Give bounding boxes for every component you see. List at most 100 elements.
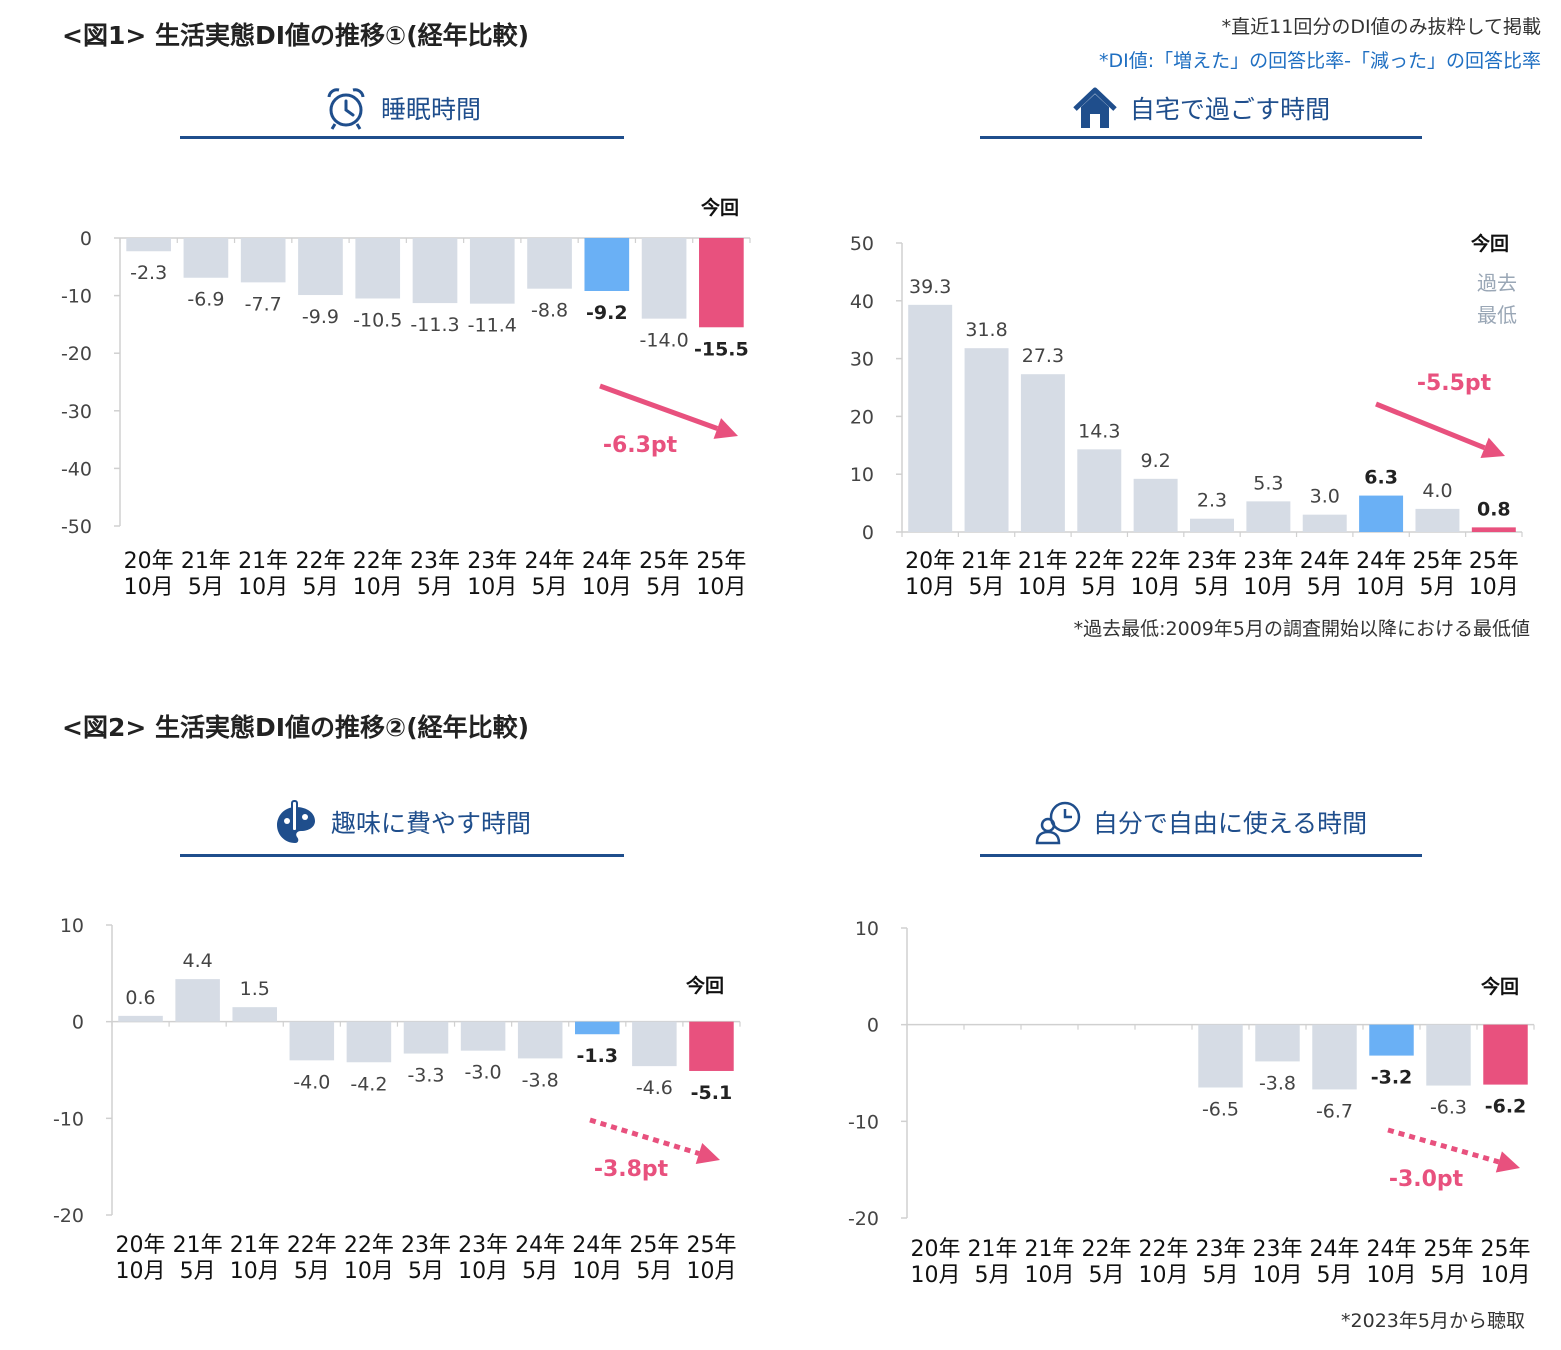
x-label-year: 22年 [1139,1237,1189,1262]
y-tick-label: -20 [61,343,92,365]
x-label-month: 10月 [686,1259,736,1284]
bar [1302,514,1347,532]
bar [1471,527,1516,532]
y-tick-label: 10 [60,915,84,937]
x-label-year: 21年 [1018,549,1068,574]
y-tick-label: 0 [80,228,92,250]
change-label: -3.8pt [594,1157,669,1182]
bar [240,238,286,283]
x-label-month: 10月 [1356,575,1406,600]
bar [1483,1024,1528,1085]
lowest-label: 最低 [1477,303,1517,327]
y-tick-label: 50 [850,233,874,255]
note-di-definition: *DI値:「増えた」の回答比率-「減った」の回答比率 [1099,50,1541,72]
y-tick-label: -10 [848,1111,879,1133]
x-label-year: 20年 [911,1237,961,1262]
bar [527,238,572,289]
change-label: -6.3pt [603,433,678,458]
figure1-title: <図1> 生活実態DI値の推移①(経年比較) [62,21,530,50]
x-label-month: 10月 [1025,1263,1075,1288]
house-icon [1072,85,1118,131]
bar [355,238,401,299]
bar [1369,1024,1414,1056]
person-clock-icon [1035,799,1081,845]
x-label-month: 10月 [1131,575,1181,600]
x-label-month: 5月 [975,1263,1011,1288]
chart-free-time: 自分で自由に使える時間 10 0 -10 -20 20年 10月 21年 5月 21年 10月 22… [800,790,1561,1300]
data-label: -8.8 [531,300,568,322]
x-label-year: 24年 [1310,1237,1360,1262]
x-label-year: 22年 [1131,549,1181,574]
current-label: 今回 [685,974,724,997]
data-label: -11.4 [468,315,517,337]
x-label-month: 5月 [1194,575,1230,600]
data-label: 14.3 [1078,420,1120,442]
x-label-year: 25年 [696,549,746,574]
change-arrow-line [1375,401,1486,451]
data-label: 39.3 [909,276,951,298]
data-label: -9.9 [302,306,339,328]
data-label: -6.2 [1485,1096,1527,1118]
data-label: -3.2 [1371,1067,1413,1089]
x-label-month: 10月 [344,1259,394,1284]
x-label-year: 25年 [629,1233,679,1258]
x-label-month: 10月 [458,1259,508,1284]
data-label: -2.3 [130,262,167,284]
x-label-month: 10月 [1253,1263,1303,1288]
x-label-month: 5月 [1089,1263,1125,1288]
bar [175,979,220,1022]
x-label-month: 10月 [1469,575,1519,600]
change-arrow-line [1387,1127,1500,1165]
chart-free-time-title-bar: 自分で自由に使える時間 [980,790,1422,857]
chart-free-time-plot: 100-10-2020年10月21年5月21年10月22年5月22年10月23年… [848,918,1535,1288]
x-label-month: 10月 [572,1259,622,1284]
bar [1255,1024,1300,1062]
x-label-month: 5月 [1419,575,1455,600]
x-label-month: 5月 [1203,1263,1239,1288]
change-label: -5.5pt [1417,371,1492,396]
bar [126,238,171,252]
bar [632,1021,677,1067]
x-label-month: 10月 [905,575,955,600]
x-label-month: 5月 [646,575,682,600]
change-arrow-head [1480,437,1505,458]
data-label: 1.5 [240,978,270,1000]
x-label-year: 23年 [458,1233,508,1258]
data-label: -4.2 [350,1073,387,1095]
x-label-year: 21年 [230,1233,280,1258]
x-label-year: 20年 [124,549,174,574]
y-tick-label: -10 [53,1108,84,1130]
x-label-month: 5月 [417,575,453,600]
bar [1426,1024,1471,1086]
bar [118,1015,163,1022]
x-label-month: 5月 [636,1259,672,1284]
y-tick-label: 0 [867,1015,879,1037]
data-label: -6.7 [1316,1100,1353,1122]
change-arrow-line [589,1117,700,1156]
bar [298,238,343,296]
x-label-month: 10月 [582,575,632,600]
data-label: -5.1 [691,1082,733,1104]
chart-hobby: 趣味に費やす時間 10 0 -10 -20 20年 10月 0.6 21年 5月 4.4 21年 10… [0,790,780,1300]
bar [1190,518,1234,532]
x-label-month: 10月 [467,575,517,600]
x-label-year: 25年 [1469,549,1519,574]
x-label-month: 10月 [353,575,403,600]
x-label-month: 5月 [522,1259,558,1284]
x-label-year: 22年 [344,1233,394,1258]
chart-sleep-title-bar: 睡眠時間 [180,80,624,139]
change-arrow-head [695,1143,720,1165]
bar [908,304,953,532]
x-label-year: 25年 [686,1233,736,1258]
x-label-year: 25年 [1424,1237,1474,1262]
y-tick-label: -50 [61,516,92,538]
data-label: -6.3 [1430,1097,1467,1119]
data-label: 6.3 [1364,467,1398,489]
bar [1020,374,1065,532]
x-label-month: 10月 [1139,1263,1189,1288]
alarm-clock-icon [323,85,369,131]
note-recent11: *直近11回分のDI値のみ抜粋して掲載 [1221,16,1541,38]
bar [232,1007,277,1022]
y-tick-label: -20 [53,1205,84,1227]
data-label: -11.3 [410,314,459,336]
